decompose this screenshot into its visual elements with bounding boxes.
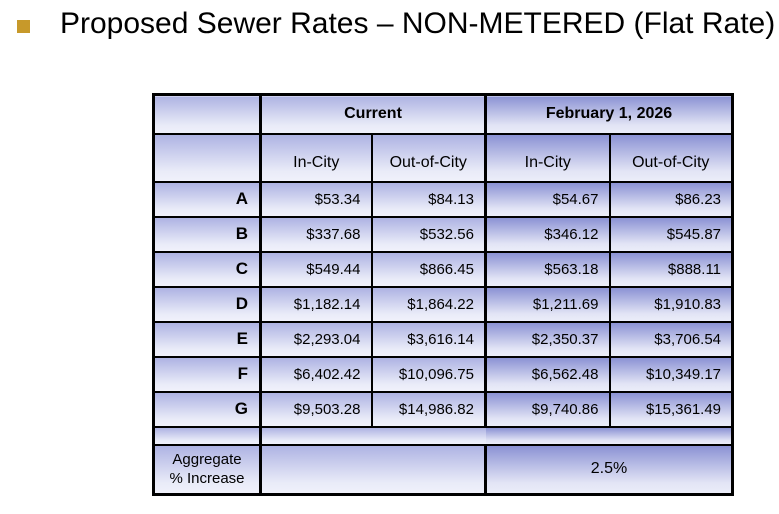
table-row-a: A $53.34 $84.13 $54.67 $86.23 xyxy=(152,180,734,218)
spacer-label-cell xyxy=(152,425,262,446)
cell-current-out-of-city: $3,616.14 xyxy=(370,320,487,358)
table-row-d: D $1,182.14 $1,864.22 $1,211.69 $1,910.8… xyxy=(152,285,734,323)
sewer-rates-table: Current February 1, 2026 In-City Out-of-… xyxy=(152,93,735,496)
cell-future-in-city: $2,350.37 xyxy=(484,320,611,358)
cell-future-out-of-city: $15,361.49 xyxy=(608,390,734,428)
table-row-c: C $549.44 $866.45 $563.18 $888.11 xyxy=(152,250,734,288)
row-label: F xyxy=(152,355,262,393)
row-label: A xyxy=(152,180,262,218)
aggregate-current-cell xyxy=(259,443,487,496)
cell-future-out-of-city: $1,910.83 xyxy=(608,285,734,323)
cell-current-in-city: $1,182.14 xyxy=(259,285,373,323)
spacer-current-cell xyxy=(259,425,487,446)
future-group-header: February 1, 2026 xyxy=(483,93,734,135)
cell-current-out-of-city: $532.56 xyxy=(370,215,487,253)
row-label: D xyxy=(152,285,262,323)
slide-title-row: Proposed Sewer Rates – NON-METERED (Flat… xyxy=(17,6,775,42)
cell-future-out-of-city: $888.11 xyxy=(608,250,734,288)
subheader-future-in-city: In-City xyxy=(484,132,611,183)
cell-current-out-of-city: $84.13 xyxy=(370,180,487,218)
cell-future-in-city: $1,211.69 xyxy=(484,285,611,323)
row-label: G xyxy=(152,390,262,428)
cell-future-in-city: $54.67 xyxy=(484,180,611,218)
spacer-future-cell xyxy=(485,425,734,446)
spacer-row xyxy=(152,425,734,446)
cell-current-out-of-city: $10,096.75 xyxy=(370,355,487,393)
corner-cell xyxy=(152,93,262,135)
cell-current-out-of-city: $866.45 xyxy=(370,250,487,288)
aggregate-row: Aggregate % Increase 2.5% xyxy=(152,443,734,496)
aggregate-label: Aggregate % Increase xyxy=(152,443,262,496)
cell-current-in-city: $337.68 xyxy=(259,215,373,253)
cell-current-in-city: $6,402.42 xyxy=(259,355,373,393)
group-header-row: Current February 1, 2026 xyxy=(152,93,734,135)
cell-future-in-city: $6,562.48 xyxy=(484,355,611,393)
cell-current-in-city: $549.44 xyxy=(259,250,373,288)
cell-current-in-city: $9,503.28 xyxy=(259,390,373,428)
subheader-empty-cell xyxy=(152,132,262,183)
aggregate-label-line2: % Increase xyxy=(169,470,245,488)
slide-title: Proposed Sewer Rates – NON-METERED (Flat… xyxy=(60,7,776,40)
cell-future-in-city: $9,740.86 xyxy=(484,390,611,428)
row-label: C xyxy=(152,250,262,288)
subheader-current-in-city: In-City xyxy=(259,132,373,183)
cell-future-out-of-city: $3,706.54 xyxy=(608,320,734,358)
cell-current-in-city: $53.34 xyxy=(259,180,373,218)
cell-current-in-city: $2,293.04 xyxy=(259,320,373,358)
cell-current-out-of-city: $14,986.82 xyxy=(370,390,487,428)
current-group-header: Current xyxy=(259,93,487,135)
cell-current-out-of-city: $1,864.22 xyxy=(370,285,487,323)
row-label: E xyxy=(152,320,262,358)
subheader-future-out-of-city: Out-of-City xyxy=(608,132,734,183)
cell-future-out-of-city: $545.87 xyxy=(608,215,734,253)
cell-future-in-city: $563.18 xyxy=(484,250,611,288)
subheader-row: In-City Out-of-City In-City Out-of-City xyxy=(152,132,734,183)
cell-future-out-of-city: $10,349.17 xyxy=(608,355,734,393)
table-row-f: F $6,402.42 $10,096.75 $6,562.48 $10,349… xyxy=(152,355,734,393)
title-bullet-icon xyxy=(17,20,30,33)
table-row-b: B $337.68 $532.56 $346.12 $545.87 xyxy=(152,215,734,253)
table-row-e: E $2,293.04 $3,616.14 $2,350.37 $3,706.5… xyxy=(152,320,734,358)
aggregate-increase-value: 2.5% xyxy=(483,443,734,496)
cell-future-out-of-city: $86.23 xyxy=(608,180,734,218)
subheader-current-out-of-city: Out-of-City xyxy=(370,132,487,183)
aggregate-label-line1: Aggregate xyxy=(172,450,242,468)
table-row-g: G $9,503.28 $14,986.82 $9,740.86 $15,361… xyxy=(152,390,734,428)
cell-future-in-city: $346.12 xyxy=(484,215,611,253)
row-label: B xyxy=(152,215,262,253)
